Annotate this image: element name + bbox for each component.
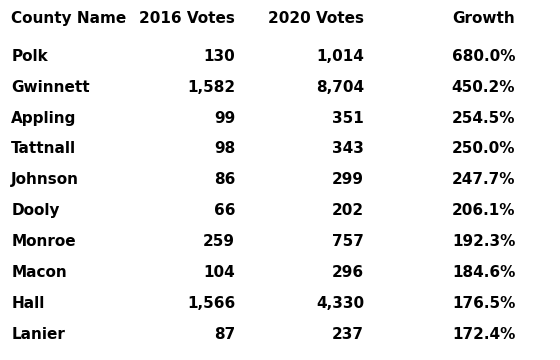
Text: Macon: Macon (11, 265, 67, 280)
Text: Growth: Growth (452, 11, 515, 26)
Text: 86: 86 (214, 172, 235, 188)
Text: 172.4%: 172.4% (452, 327, 515, 342)
Text: Hall: Hall (11, 296, 45, 311)
Text: 176.5%: 176.5% (452, 296, 515, 311)
Text: 99: 99 (214, 111, 235, 126)
Text: 259: 259 (203, 234, 235, 249)
Text: County Name: County Name (11, 11, 127, 26)
Text: 98: 98 (214, 141, 235, 157)
Text: Tattnall: Tattnall (11, 141, 76, 157)
Text: 757: 757 (332, 234, 364, 249)
Text: 8,704: 8,704 (316, 80, 364, 95)
Text: 4,330: 4,330 (316, 296, 364, 311)
Text: 130: 130 (203, 49, 235, 64)
Text: Dooly: Dooly (11, 203, 60, 219)
Text: Monroe: Monroe (11, 234, 76, 249)
Text: 680.0%: 680.0% (452, 49, 515, 64)
Text: 202: 202 (332, 203, 364, 219)
Text: 250.0%: 250.0% (452, 141, 515, 157)
Text: 2020 Votes: 2020 Votes (268, 11, 364, 26)
Text: 1,014: 1,014 (316, 49, 364, 64)
Text: 254.5%: 254.5% (452, 111, 515, 126)
Text: 192.3%: 192.3% (452, 234, 515, 249)
Text: 2016 Votes: 2016 Votes (139, 11, 235, 26)
Text: 87: 87 (214, 327, 235, 342)
Text: 104: 104 (203, 265, 235, 280)
Text: 66: 66 (214, 203, 235, 219)
Text: 184.6%: 184.6% (452, 265, 515, 280)
Text: 299: 299 (332, 172, 364, 188)
Text: Johnson: Johnson (11, 172, 79, 188)
Text: Polk: Polk (11, 49, 48, 64)
Text: 450.2%: 450.2% (452, 80, 515, 95)
Text: 343: 343 (332, 141, 364, 157)
Text: 296: 296 (332, 265, 364, 280)
Text: Appling: Appling (11, 111, 77, 126)
Text: 237: 237 (332, 327, 364, 342)
Text: 247.7%: 247.7% (452, 172, 515, 188)
Text: Gwinnett: Gwinnett (11, 80, 90, 95)
Text: 1,566: 1,566 (187, 296, 235, 311)
Text: 1,582: 1,582 (187, 80, 235, 95)
Text: 206.1%: 206.1% (452, 203, 515, 219)
Text: 351: 351 (332, 111, 364, 126)
Text: Lanier: Lanier (11, 327, 65, 342)
